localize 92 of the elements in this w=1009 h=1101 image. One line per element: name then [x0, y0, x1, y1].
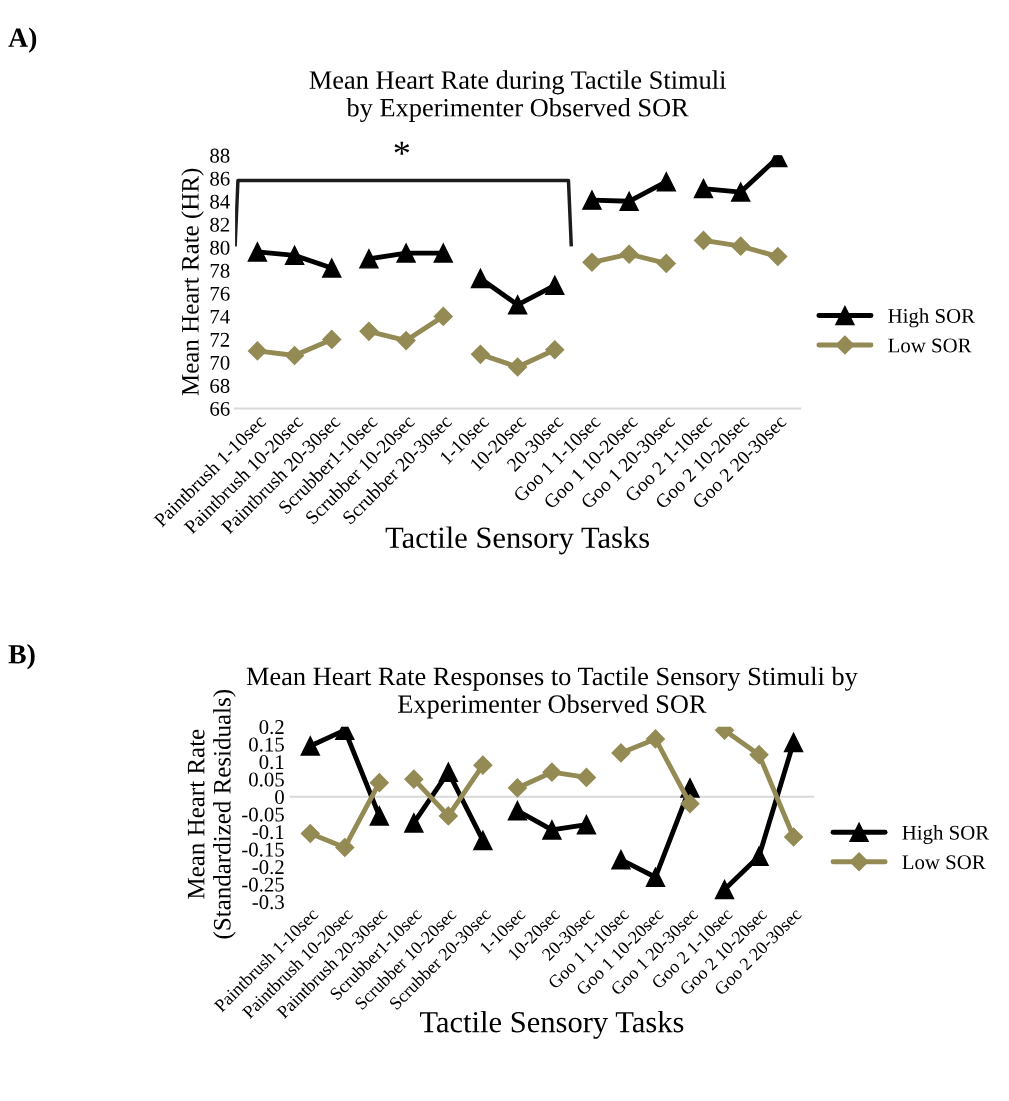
point [396, 243, 416, 263]
point [508, 357, 528, 377]
y-axis-title: Mean Heart Rate (Standardized Residuals) [187, 689, 236, 939]
y-tick-label: -0.3 [252, 895, 284, 910]
point [619, 191, 639, 212]
point [611, 743, 631, 763]
point [322, 258, 342, 278]
point [300, 736, 321, 756]
legend-label: High SOR [888, 308, 976, 328]
point [285, 345, 305, 366]
y-tick-label: 70 [210, 355, 230, 370]
point [396, 331, 416, 351]
point [359, 249, 379, 269]
point [433, 306, 453, 326]
legend-label: High SOR [902, 825, 990, 845]
y-tick-label: 86 [210, 171, 230, 186]
y-tick-label: -0.05 [242, 807, 284, 822]
point [611, 849, 631, 870]
point [545, 275, 565, 296]
text: * [394, 141, 410, 155]
point [645, 729, 666, 749]
point [730, 182, 751, 202]
point [247, 341, 267, 361]
point [404, 813, 424, 833]
y-tick-label: 88 [210, 148, 230, 163]
y-tick-label: 0.15 [249, 737, 284, 752]
y-tick-label: 66 [210, 401, 230, 416]
point [749, 745, 769, 765]
point [542, 820, 562, 840]
point [369, 806, 390, 826]
y-axis-title: Mean Heart Rate (HR) [181, 168, 204, 396]
point [247, 242, 268, 262]
y-tick-label: -0.2 [252, 860, 284, 875]
y-tick-label: 74 [210, 309, 230, 324]
point [542, 762, 562, 782]
point [438, 762, 459, 782]
point [470, 344, 490, 364]
point [784, 827, 804, 847]
text: A) [8, 27, 37, 53]
point [284, 245, 305, 266]
point [433, 243, 453, 263]
y-tick-label: 76 [210, 286, 230, 301]
point [507, 800, 528, 821]
point [507, 778, 527, 798]
point [507, 295, 528, 315]
y-tick-label: 0.05 [249, 772, 284, 787]
y-tick-label: -0.15 [242, 842, 284, 857]
y-tick-label: -0.25 [242, 877, 284, 892]
point [645, 867, 666, 887]
y-tick-label: -0.1 [252, 825, 284, 840]
y-tick-label: 84 [210, 194, 230, 209]
legend-label: Low SOR [888, 338, 972, 353]
point [656, 171, 677, 192]
legend-label: Low SOR [902, 855, 986, 870]
point [731, 236, 751, 256]
y-tick-label: 82 [210, 217, 230, 232]
point [680, 794, 700, 814]
chart-title: Mean Heart Rate Responses to Tactile Sensory Stimuli by Experimenter Observed SOR [246, 666, 858, 719]
x-axis-title: Tactile Sensory Tasks [419, 1010, 684, 1039]
point [576, 814, 597, 835]
point [438, 806, 458, 826]
point [473, 830, 493, 851]
y-tick-label: 68 [210, 378, 230, 393]
point [749, 846, 769, 866]
x-axis-title: Tactile Sensory Tasks [385, 526, 650, 555]
point [693, 178, 714, 199]
point [322, 329, 342, 349]
point [470, 268, 491, 289]
point [300, 823, 320, 843]
point [783, 732, 804, 753]
point [582, 190, 602, 210]
y-tick-label: 0.1 [259, 755, 284, 770]
y-tick-label: 72 [210, 332, 230, 347]
point [473, 755, 493, 775]
point [656, 253, 676, 273]
y-tick-label: 0 [275, 790, 284, 805]
text: B) [8, 644, 35, 670]
chart-title: Mean Heart Rate during Tactile Stimuli by Experimenter Observed SOR [309, 70, 726, 123]
y-tick-label: 0.2 [259, 720, 284, 735]
point [714, 879, 735, 900]
point [768, 246, 788, 267]
point [359, 321, 379, 341]
point [693, 230, 714, 250]
point [404, 769, 424, 789]
point [335, 837, 355, 857]
point [369, 773, 389, 793]
point [576, 767, 596, 787]
point [545, 340, 565, 360]
point [619, 244, 639, 264]
point [582, 252, 602, 272]
y-tick-label: 80 [210, 240, 230, 255]
y-tick-label: 78 [210, 263, 230, 278]
